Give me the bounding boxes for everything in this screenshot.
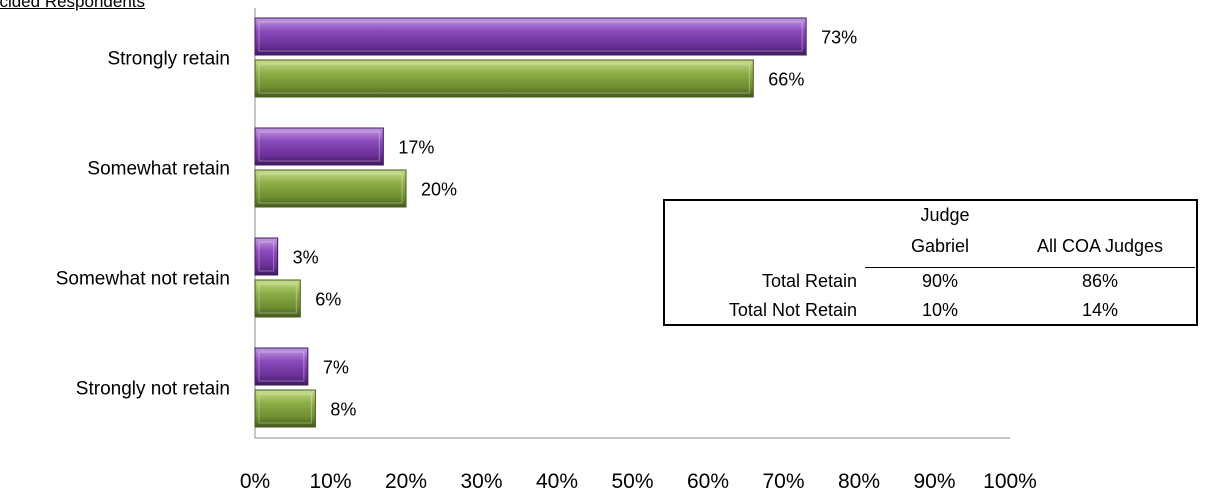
bar <box>254 127 384 166</box>
x-tick-label: 70% <box>762 470 804 493</box>
x-tick-label: 40% <box>536 470 578 493</box>
x-tick-label: 90% <box>913 470 955 493</box>
data-label: 8% <box>330 400 356 420</box>
bar <box>254 237 279 276</box>
category-label: Strongly retain <box>107 49 230 70</box>
summary-row-label: Total Retain <box>761 271 857 291</box>
data-label: 6% <box>315 290 341 310</box>
category-label: Somewhat not retain <box>56 269 230 290</box>
category-label: Strongly not retain <box>76 379 230 400</box>
x-tick-label: 50% <box>611 470 653 493</box>
chart-subtitle: ecided Respondents <box>0 0 146 11</box>
summary-table: Judge Gabriel All COA Judges Total Retai… <box>663 199 1198 326</box>
summary-col-gabriel: Gabriel <box>910 236 970 256</box>
summary-cell: 86% <box>1081 271 1119 291</box>
x-tick-label: 10% <box>309 470 351 493</box>
data-label: 7% <box>323 358 349 378</box>
summary-cell: 90% <box>921 271 959 291</box>
x-tick-label: 20% <box>385 470 427 493</box>
x-tick-label: 30% <box>460 470 502 493</box>
x-tick-label: 100% <box>983 470 1037 493</box>
summary-col-all-coa: All COA Judges <box>1036 236 1164 256</box>
data-label: 20% <box>421 180 457 200</box>
x-tick-label: 0% <box>240 470 270 493</box>
summary-cell: 10% <box>921 300 959 320</box>
bar <box>254 17 807 56</box>
bar <box>254 59 754 98</box>
x-tick-label: 80% <box>838 470 880 493</box>
bar <box>254 279 301 318</box>
category-label: Somewhat retain <box>87 159 230 180</box>
data-label: 17% <box>398 138 434 158</box>
bar <box>254 389 316 428</box>
x-tick-label: 60% <box>687 470 729 493</box>
bar <box>254 347 309 386</box>
summary-header-top: Judge <box>920 205 970 225</box>
data-label: 66% <box>768 70 804 90</box>
data-label: 3% <box>293 248 319 268</box>
summary-header-rule <box>865 267 1195 268</box>
summary-cell: 14% <box>1081 300 1119 320</box>
bar <box>254 169 407 208</box>
summary-row-label: Total Not Retain <box>728 300 857 320</box>
data-label: 73% <box>821 28 857 48</box>
